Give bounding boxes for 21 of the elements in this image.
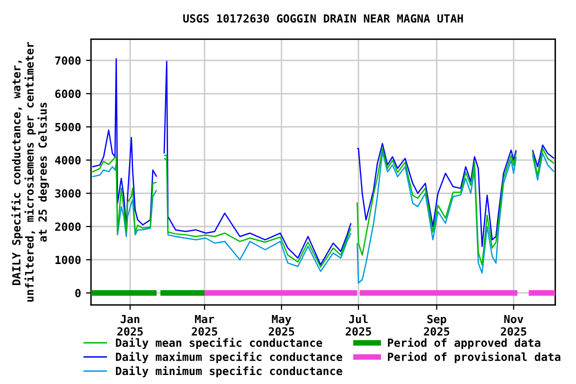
legend-label: Daily mean specific conductance bbox=[116, 338, 322, 350]
legend-label: Daily minimum specific conductance bbox=[116, 366, 342, 378]
y-tick-label: 2000 bbox=[55, 222, 81, 231]
x-tick-label: Jan 2025 bbox=[117, 314, 143, 336]
y-tick-label: 7000 bbox=[55, 56, 81, 65]
y-tick-label: 1000 bbox=[56, 256, 81, 264]
y-tick-label: 3000 bbox=[55, 189, 81, 198]
x-tick-label: Mar 2025 bbox=[192, 314, 218, 336]
legend-label: Period of provisional data bbox=[388, 352, 560, 364]
y-tick-label: 0 bbox=[75, 288, 81, 298]
y-tick-label: 5000 bbox=[55, 122, 81, 132]
legend-label: Period of approved data bbox=[388, 338, 540, 350]
x-tick-label: May 2025 bbox=[268, 314, 294, 336]
x-tick-label: Nov 2025 bbox=[500, 314, 526, 336]
legend-label: Daily maximum specific conductance bbox=[116, 352, 342, 364]
y-axis-title: DAILY Specific conductance, water, unfiltered, microsiemens per centimeter at 25 degrees Celsius bbox=[11, 42, 49, 302]
y-tick-label: 4000 bbox=[55, 156, 81, 164]
x-tick-label: Sep 2025 bbox=[424, 314, 450, 336]
x-tick-label: Jul 2025 bbox=[346, 314, 372, 336]
y-tick-label: 6000 bbox=[55, 90, 81, 98]
chart-title: USGS 10172630 GOGGIN DRAIN NEAR MAGNA UTAH bbox=[183, 14, 463, 23]
